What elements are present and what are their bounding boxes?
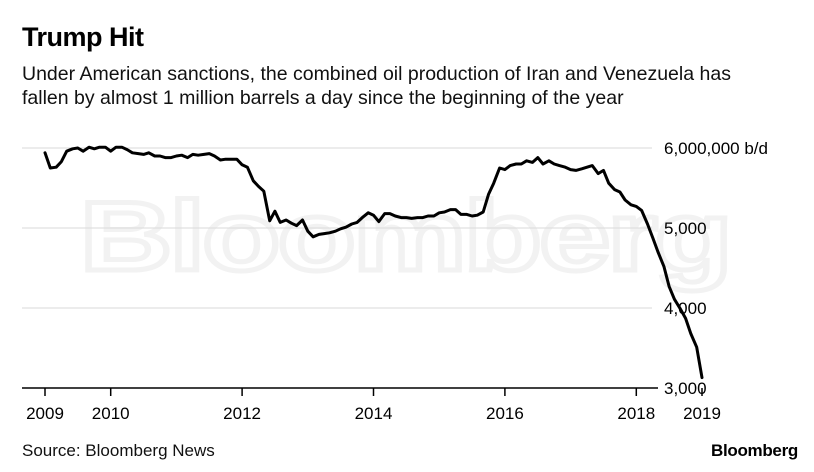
y-tick-label: 4,000 bbox=[664, 299, 707, 318]
x-tick-label: 2010 bbox=[92, 404, 130, 423]
brand-logo: Bloomberg bbox=[710, 441, 798, 460]
x-tick-label: 2016 bbox=[486, 404, 524, 423]
x-tick-label: 2018 bbox=[617, 404, 655, 423]
y-axis-labels: 6,000,000 b/d 5,000 4,000 3,000 bbox=[664, 139, 768, 398]
chart-subtitle: Under American sanctions, the combined o… bbox=[22, 63, 731, 109]
x-tick-label: 2009 bbox=[26, 404, 64, 423]
series-line-oil-production bbox=[43, 145, 704, 380]
y-tick-label: 6,000,000 b/d bbox=[664, 139, 768, 158]
chart-title: Trump Hit bbox=[22, 22, 144, 52]
x-tick-label: 2014 bbox=[355, 404, 393, 423]
y-tick-label: 5,000 bbox=[664, 219, 707, 238]
x-tick-label: 2012 bbox=[223, 404, 261, 423]
watermark: Bloomberg bbox=[80, 181, 730, 291]
x-axis: 2009 2010 2012 2014 2016 2018 2019 bbox=[26, 388, 721, 423]
series-group bbox=[43, 145, 704, 380]
y-tick-label: 3,000 bbox=[664, 379, 707, 398]
x-tick-label: 2019 bbox=[683, 404, 721, 423]
source-note: Source: Bloomberg News bbox=[22, 441, 215, 460]
